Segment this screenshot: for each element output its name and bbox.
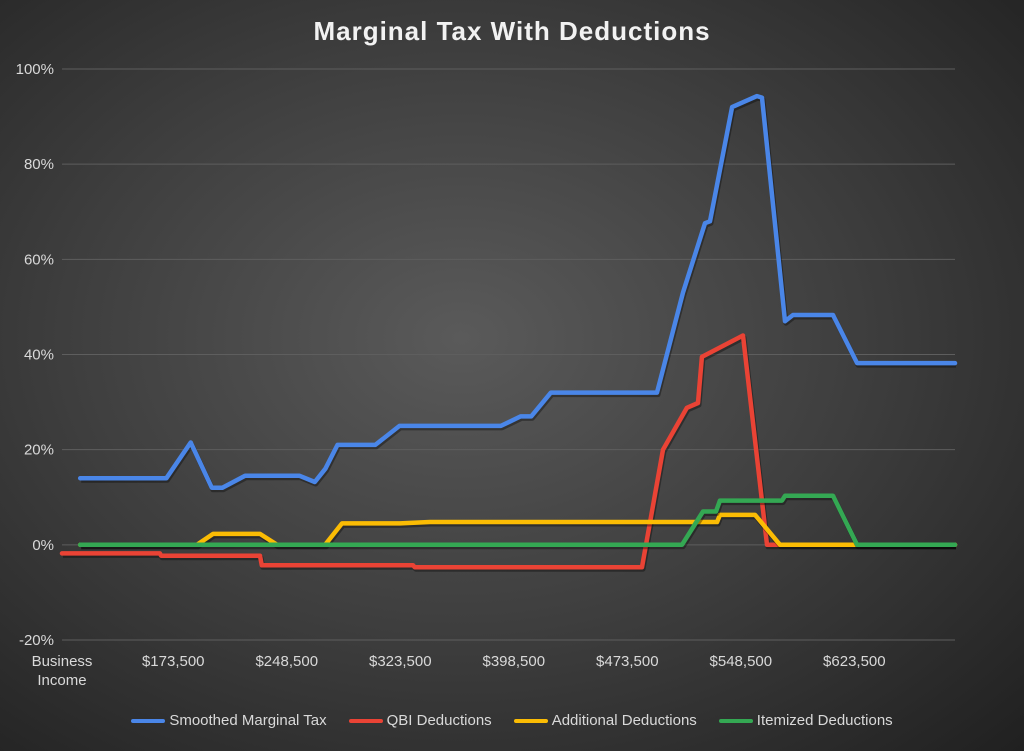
y-tick-label: 40%: [24, 347, 54, 364]
chart-title: Marginal Tax With Deductions: [313, 16, 711, 46]
series-line-0: [77, 93, 958, 490]
y-tick-label: -20%: [19, 632, 54, 649]
series-line-1: [59, 333, 958, 570]
x-tick-label: $398,500: [483, 653, 546, 670]
x-tick-label: $248,500: [255, 653, 318, 670]
legend-item: QBI Deductions: [348, 712, 492, 729]
series-line-3: [77, 493, 958, 548]
x-tick-label: $623,500: [823, 653, 886, 670]
legend-label: Smoothed Marginal Tax: [169, 712, 327, 729]
legend-swatch: [348, 718, 383, 723]
legend-swatch: [513, 718, 548, 723]
x-tick-label: $323,500: [369, 653, 432, 670]
x-tick-label: $548,500: [710, 653, 773, 670]
legend-label: QBI Deductions: [386, 712, 492, 729]
y-tick-label: 100%: [16, 61, 54, 78]
x-tick-label: Business Income: [32, 653, 93, 689]
series-shadow: [81, 95, 956, 493]
x-tick-label: $173,500: [142, 653, 205, 670]
y-tick-label: 20%: [24, 442, 54, 459]
y-tick-label: 0%: [32, 537, 54, 554]
legend-item: Smoothed Marginal Tax: [131, 712, 327, 729]
y-tick-label: 80%: [24, 156, 54, 173]
legend-label: Itemized Deductions: [756, 712, 893, 729]
x-tick-label: $473,500: [596, 653, 659, 670]
legend-label: Additional Deductions: [551, 712, 697, 729]
legend-item: Itemized Deductions: [718, 712, 893, 729]
legend: Smoothed Marginal Tax QBI Deductions Addit…: [0, 712, 1024, 729]
legend-swatch: [718, 718, 753, 723]
legend-swatch: [131, 718, 166, 723]
series-line-2: [77, 512, 958, 548]
legend-item: Additional Deductions: [513, 712, 697, 729]
y-tick-label: 60%: [24, 251, 54, 268]
